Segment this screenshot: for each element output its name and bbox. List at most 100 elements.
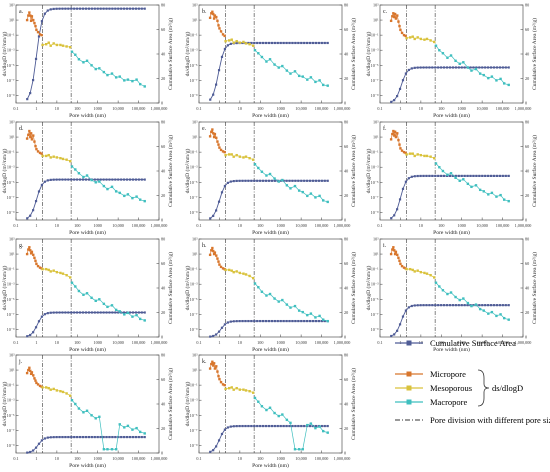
cumulative-point [261, 41, 265, 45]
cumulative-point [451, 66, 455, 69]
cumulative-point [140, 7, 143, 10]
cumulative-point [407, 177, 410, 180]
macropore-point [499, 77, 502, 81]
cumulative-point [451, 304, 455, 307]
cumulative-point [32, 331, 35, 334]
cumulative-point [323, 41, 326, 45]
macropore-point [257, 400, 260, 403]
micropore-point [35, 28, 38, 32]
cumulative-point [454, 304, 457, 307]
macropore-point [326, 200, 329, 204]
micropore-point [28, 246, 31, 249]
y-left-tick-label: 10⁻¹ [371, 150, 379, 155]
x-tick-label: 100,000 [132, 106, 146, 112]
panel-c: 0.1 1 10 100 1000 10,000 100,000 1,000,000 Pore … [365, 3, 538, 120]
x-tick-label: 1,000,000 [515, 340, 532, 346]
y-right-axis-label: Cumulative Surface Area (m²/g) [167, 368, 174, 440]
cumulative-point [93, 178, 96, 181]
cumulative-point [463, 174, 466, 177]
cumulative-point [288, 179, 291, 182]
cumulative-point [437, 174, 440, 178]
micropore-point [217, 24, 220, 27]
cumulative-point [215, 333, 218, 336]
cumulative-point [223, 184, 227, 188]
cumulative-point [125, 435, 129, 439]
cumulative-point [448, 174, 452, 177]
macropore-point [318, 425, 321, 428]
mesopore-line [42, 154, 71, 162]
y-left-tick-label: 10⁻⁷ [7, 428, 15, 433]
micropore-point [30, 371, 34, 374]
macropore-point [114, 190, 118, 193]
macropore-point [466, 66, 470, 69]
x-tick-label: 1 [399, 223, 401, 228]
x-axis-label: Pore width (nm) [252, 112, 289, 119]
macropore-point [118, 423, 121, 426]
cumulative-point [285, 41, 288, 45]
x-tick-label: 1000 [277, 456, 285, 461]
cumulative-point [431, 66, 434, 69]
macropore-point [306, 423, 309, 427]
x-tick-label: 100,000 [132, 340, 146, 346]
mesopore-point [413, 154, 416, 158]
cumulative-point [276, 319, 279, 323]
y-right-tick-label: 0 [344, 218, 346, 223]
cumulative-point [108, 178, 111, 181]
legend-cumulative-label: Cumulative Surface Area [430, 338, 516, 348]
y-right-tick-label: 80 [344, 3, 348, 8]
cumulative-point [90, 311, 93, 314]
mesopore-point [405, 36, 408, 40]
micropore-point [36, 150, 40, 153]
cumulative-point [70, 7, 73, 10]
mesopore-point [433, 40, 436, 44]
cumulative-point [73, 435, 76, 439]
mesopore-point [52, 387, 55, 391]
x-axis-label: Pore width (nm) [433, 229, 470, 236]
y-right-tick-label: 40 [161, 402, 165, 407]
mesopore-point [59, 271, 62, 275]
cumulative-point [507, 304, 510, 307]
cumulative-point [134, 7, 137, 10]
macropore-point [507, 199, 510, 203]
y-left-axis-label: ds/dlogD (m²/nm/g) [365, 32, 372, 77]
cumulative-point [297, 41, 300, 45]
macropore-point [297, 189, 301, 192]
cumulative-point [102, 7, 105, 10]
mesopore-point [429, 39, 432, 42]
cumulative-point [64, 7, 67, 10]
mesopore-point [252, 158, 255, 161]
cumulative-point [87, 435, 91, 439]
macropore-point [70, 165, 74, 168]
cumulative-point [442, 174, 446, 178]
x-tick-label: 0.1 [13, 456, 18, 461]
cumulative-point [285, 179, 288, 182]
x-tick-label: 100 [257, 340, 263, 345]
cumulative-point [300, 179, 303, 182]
y-right-tick-label: 0 [344, 101, 346, 106]
cumulative-point [437, 304, 440, 307]
macropore-point [138, 198, 142, 201]
y-left-tick-label: 10⁻⁷ [190, 428, 198, 433]
x-tick-label: 10 [55, 456, 59, 461]
cumulative-point [279, 319, 282, 323]
cumulative-point [404, 180, 408, 183]
cumulative-point [217, 330, 221, 333]
cumulative-line [27, 312, 145, 337]
panel-label: f. [383, 125, 387, 132]
x-tick-label: 1,000,000 [151, 106, 168, 112]
macropore-point [118, 75, 121, 78]
macropore-point [495, 79, 498, 82]
cumulative-point [259, 179, 262, 182]
cumulative-point [390, 100, 393, 103]
macropore-point [126, 424, 130, 428]
cumulative-point [96, 7, 99, 10]
legend: Cumulative Surface Area Micropore Mesopo… [395, 338, 550, 425]
x-tick-label: 0.1 [196, 106, 201, 111]
y-right-tick-label: 60 [525, 261, 529, 266]
macropore-point [449, 291, 453, 294]
cumulative-point [67, 311, 70, 314]
mesopore-point [224, 268, 227, 272]
cumulative-point [487, 174, 490, 177]
x-tick-label: 1,000,000 [151, 456, 168, 462]
cumulative-point [217, 439, 221, 442]
